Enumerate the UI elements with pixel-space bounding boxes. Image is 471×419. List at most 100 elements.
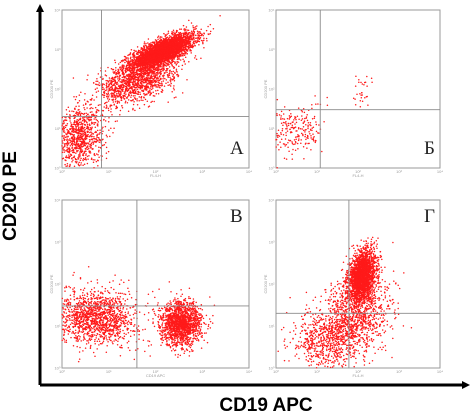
data-point [169,49,172,52]
data-point [124,100,127,102]
data-point [145,42,147,45]
data-point [144,81,147,83]
data-point [84,92,86,95]
data-point [127,94,130,97]
data-point [170,71,173,73]
data-point [147,91,150,93]
data-point [173,85,175,87]
data-point [195,40,197,42]
data-point [83,126,86,129]
data-point [166,59,168,62]
data-point [205,29,208,32]
data-point [150,70,153,72]
data-point [161,46,163,49]
data-point [139,91,141,93]
data-point [147,85,149,88]
data-point [170,35,172,38]
data-point [79,114,82,117]
data-point [143,62,145,64]
data-point [160,81,163,83]
data-point [147,45,150,48]
data-point [165,51,167,53]
data-point [127,58,129,60]
data-point [74,98,77,101]
data-point [175,31,178,33]
data-point [143,75,145,78]
data-point [103,83,105,86]
data-point [188,19,190,22]
data-point [164,61,166,63]
data-point [182,24,185,27]
data-point [141,58,143,61]
data-point [150,88,153,91]
data-point [153,95,156,97]
data-point [105,79,107,82]
data-point [160,60,163,63]
data-point [151,41,154,44]
data-point [117,90,119,92]
data-point [207,25,209,28]
data-point [182,46,185,49]
data-point [135,89,137,91]
panel-a: 10⁰10⁰10¹10¹10²10²10³10³10⁴10⁴FL4-HCD200… [49,8,252,179]
data-point [175,43,178,45]
data-point [155,90,157,92]
data-point [181,38,184,41]
data-point [200,39,203,42]
data-point [143,103,146,106]
data-point [115,90,118,93]
data-point [126,101,129,104]
data-point [127,75,129,78]
data-point [89,98,92,101]
data-point [134,86,137,89]
data-point [123,59,126,61]
data-point [155,50,157,53]
data-point [127,99,130,101]
data-point [178,65,180,68]
data-point [157,41,159,43]
data-point [96,87,98,89]
data-point [173,97,176,99]
data-point [160,49,162,52]
data-point [150,77,152,80]
data-point [179,59,182,61]
data-point [187,47,190,50]
data-point [145,84,148,86]
data-point [166,63,168,65]
data-point [95,91,98,93]
data-point [152,50,155,52]
data-point [199,36,202,39]
data-point [167,76,169,78]
data-point [144,44,147,47]
data-point [146,58,149,61]
data-point [148,43,150,46]
data-point [110,94,113,96]
data-point [167,45,169,47]
data-point [151,77,154,80]
data-point [135,78,138,81]
data-point [112,84,115,86]
data-point [154,72,156,75]
x-tick-label: 10⁴ [246,169,252,174]
data-point [133,51,135,54]
data-point [157,36,159,39]
data-point [163,66,165,68]
data-point [109,106,111,108]
data-point [144,48,146,51]
data-point [147,48,149,50]
data-point [150,42,152,44]
data-point [112,68,115,71]
data-point [140,79,142,81]
data-point [171,53,174,56]
data-point [147,42,149,44]
data-point [97,90,100,92]
data-point [183,54,186,56]
data-point [130,67,133,70]
data-point [154,44,157,46]
data-point [120,91,122,94]
data-point [185,31,188,33]
data-point [84,108,86,111]
data-point [195,42,197,44]
data-point [176,60,178,63]
data-point [123,78,125,81]
